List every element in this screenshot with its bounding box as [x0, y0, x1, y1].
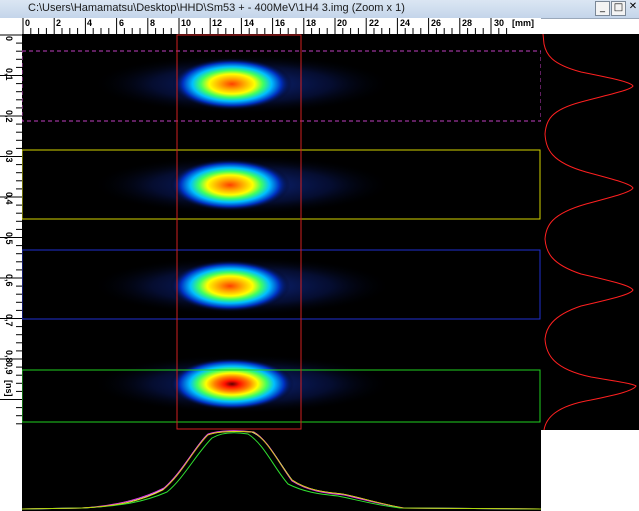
vertical-profile [541, 34, 639, 430]
ruler-left-label: 0,6 [4, 274, 14, 287]
ruler-left-label: 0 [4, 36, 14, 42]
ruler-left-label: 0,2 [4, 110, 14, 123]
spot-1 [172, 58, 292, 110]
ruler-top-label: 20 [337, 18, 348, 28]
ruler-top-label: 22 [369, 18, 380, 28]
ruler-left-label: 0,8 [4, 350, 14, 363]
ruler-left-unit: [ns] [4, 380, 14, 397]
ruler-top-label: 12 [212, 18, 223, 28]
horizontal-profile [22, 430, 541, 511]
close-button[interactable]: ✕ [628, 1, 638, 12]
ruler-top-label: 10 [181, 18, 192, 28]
vertical-profile-plot [542, 34, 637, 430]
ruler-top-unit: [mm] [512, 18, 534, 28]
profile-magenta-line [22, 430, 541, 510]
streak-image[interactable] [22, 34, 541, 430]
ruler-left-label: 0,1 [4, 68, 14, 81]
ruler-left: 0 0,1 0,2 0,3 0,4 0,5 0,6 0,7 0,8 0,9 [n… [0, 34, 23, 511]
vertical-profile-line [542, 34, 637, 430]
minimize-button[interactable]: _ [595, 1, 610, 16]
window-controls: _ □ ✕ [595, 1, 639, 16]
roi-red[interactable] [176, 34, 302, 430]
ruler-top-label: 2 [56, 18, 62, 28]
ruler-top-label: 24 [400, 18, 411, 28]
ruler-left-label: 0,5 [4, 232, 14, 245]
roi-green[interactable] [22, 369, 541, 423]
ruler-left-label: 0,4 [4, 192, 14, 205]
profile-yellow-line [22, 431, 541, 510]
ruler-left-label: 0,7 [4, 314, 14, 327]
ruler-top-label: 28 [462, 18, 473, 28]
streak-image-canvas [22, 34, 541, 430]
ruler-top-label: 26 [431, 18, 442, 28]
ruler-top: 0 2 4 6 8 10 12 14 16 18 20 22 24 26 28 … [22, 18, 541, 35]
profile-white-line [22, 430, 541, 510]
ruler-left-label: 0,3 [4, 150, 14, 163]
title-bar[interactable]: C:\Users\Hamamatsu\Desktop\HHD\Sm53 + - … [0, 0, 639, 19]
horizontal-profile-plot [22, 430, 541, 510]
profile-green-line [22, 432, 541, 510]
roi-magenta[interactable] [22, 50, 541, 122]
ruler-top-label: 14 [244, 18, 255, 28]
ruler-top-label: 16 [275, 18, 286, 28]
ruler-top-label: 4 [87, 18, 93, 28]
blank-corner [541, 430, 639, 511]
ruler-top-label: 30 [494, 18, 505, 28]
spot-2 [170, 159, 290, 211]
roi-yellow[interactable] [22, 149, 541, 220]
ruler-top-label: 18 [306, 18, 317, 28]
spot-3 [170, 260, 290, 312]
ruler-corner [0, 18, 22, 34]
roi-blue[interactable] [22, 249, 541, 320]
spot-4 [170, 358, 294, 410]
ruler-left-ticks [0, 34, 22, 425]
maximize-button[interactable]: □ [611, 1, 626, 16]
window-title: C:\Users\Hamamatsu\Desktop\HHD\Sm53 + - … [28, 2, 405, 14]
ruler-top-ticks [22, 18, 508, 34]
ruler-left-label: 0,9 [4, 362, 14, 375]
ruler-top-label: 0 [25, 18, 31, 28]
ruler-top-label: 6 [119, 18, 125, 28]
ruler-top-label: 8 [150, 18, 156, 28]
